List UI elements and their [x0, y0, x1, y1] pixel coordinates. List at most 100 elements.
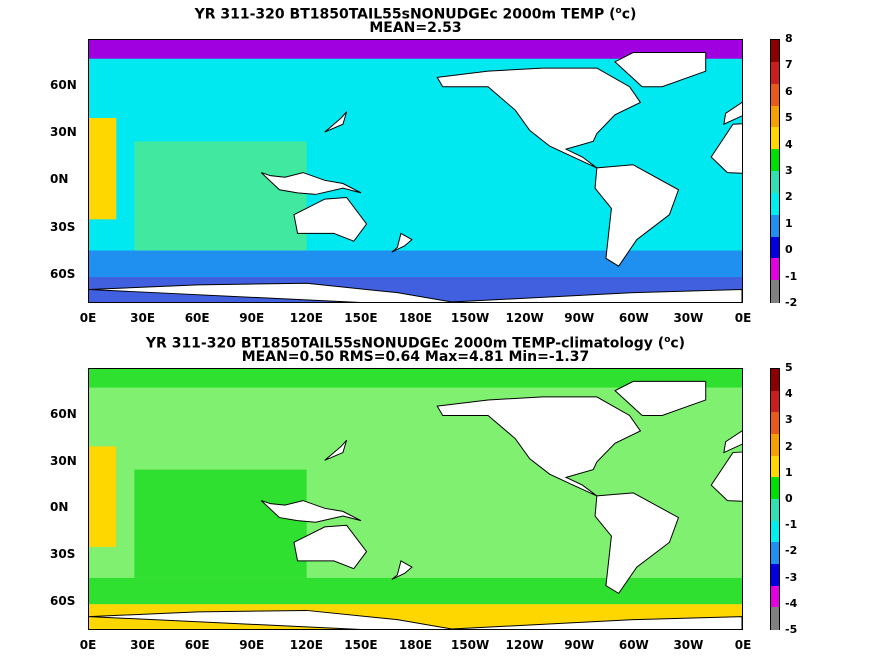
colorbar-swatch	[771, 499, 779, 522]
colorbar-swatch	[771, 434, 779, 457]
x-tick-label: 150W	[450, 311, 490, 325]
land-australia	[293, 524, 368, 570]
x-tick-label: 150E	[344, 638, 378, 652]
colorbar-swatch	[771, 192, 779, 216]
panel1-stats: MEAN=2.53	[369, 20, 462, 36]
colorbar-tick-label: -3	[785, 570, 798, 584]
colorbar-swatch	[771, 455, 779, 479]
colorbar-tick-label: -4	[785, 596, 798, 610]
colorbar-swatch	[771, 214, 779, 238]
colorbar-tick-label: -1	[785, 269, 798, 283]
colorbar-tick-label: 1	[785, 465, 793, 479]
x-tick-label: 120E	[289, 638, 323, 652]
x-tick-label: 90E	[239, 638, 265, 652]
x-tick-label: 120E	[289, 311, 323, 325]
colorbar-swatch	[771, 585, 779, 609]
y-tick-label: 30S	[50, 219, 76, 234]
x-tick-label: 120W	[505, 638, 544, 652]
land-japan	[324, 439, 348, 461]
x-tick-label: 60E	[184, 311, 210, 325]
ocean-southern	[89, 250, 742, 278]
colorbar-swatch	[771, 61, 779, 85]
x-tick-label: 90E	[239, 311, 265, 325]
colorbar-swatch	[771, 236, 779, 260]
colorbar-tick-label: 6	[785, 84, 793, 98]
colorbar-swatch	[771, 477, 779, 501]
ocean-atlantic-east	[89, 446, 117, 547]
colorbar-tick-label: 2	[785, 190, 793, 204]
y-tick-label: 60S	[50, 266, 76, 281]
colorbar-swatch	[771, 127, 779, 151]
colorbar-swatch	[771, 105, 779, 129]
x-tick-label: 0E	[79, 311, 97, 325]
land-samerica	[594, 164, 680, 267]
colorbar-swatch	[771, 280, 779, 304]
land-africa	[710, 123, 742, 174]
land-antarctica	[89, 609, 742, 629]
ocean-indian	[134, 141, 307, 251]
colorbar-tick-label: 5	[785, 361, 793, 374]
colorbar-swatch	[771, 520, 779, 544]
colorbar-tick-label: 3	[785, 413, 793, 427]
x-tick-label: 180E	[398, 638, 433, 652]
colorbar-swatch	[771, 412, 779, 436]
x-tick-label: 90W	[564, 311, 595, 325]
land-greenland	[614, 52, 707, 88]
land-eurasia	[723, 101, 742, 126]
land-antarctica	[89, 282, 742, 302]
colorbar-tick-label: 8	[785, 32, 793, 45]
colorbar-tick-label: -2	[785, 296, 798, 309]
colorbar-tick-label: 4	[785, 137, 793, 151]
x-tick-label: 150E	[344, 311, 378, 325]
colorbar-tick-label: 0	[785, 492, 793, 505]
colorbar-swatch	[771, 369, 779, 392]
colorbar-tick-label: 4	[785, 387, 793, 401]
ocean-indian	[134, 469, 307, 578]
ocean-atlantic-east	[89, 117, 117, 220]
land-greenland	[614, 380, 707, 416]
x-tick-label: 60E	[184, 638, 210, 652]
y-tick-label: 60N	[50, 78, 77, 93]
colorbar-tick-label: 5	[785, 111, 793, 125]
land-indonesia	[260, 500, 362, 523]
colorbar-tick-label: 2	[785, 439, 793, 453]
x-tick-label: 120W	[505, 311, 544, 325]
land-eurasia	[723, 430, 742, 454]
x-tick-label: 60W	[618, 311, 649, 325]
x-tick-label: 150W	[450, 638, 490, 652]
x-tick-label: 180E	[398, 311, 433, 325]
land-indonesia	[260, 172, 362, 195]
colorbar-swatch	[771, 83, 779, 107]
colorbar-tick-label: -5	[785, 623, 798, 636]
land-namerica	[436, 67, 642, 169]
y-tick-label: 0N	[50, 500, 69, 515]
x-tick-label: 0E	[734, 638, 752, 652]
panel2-map	[88, 368, 743, 630]
x-tick-label: 60W	[618, 638, 649, 652]
panel1-map	[88, 39, 743, 303]
colorbar-swatch	[771, 542, 779, 566]
land-nz	[391, 560, 413, 580]
panel2-title: YR 311-320 BT1850TAIL55sNONUDGEc 2000m T…	[145, 335, 686, 352]
land-africa	[710, 451, 742, 502]
panel2-stats: MEAN=0.50 RMS=0.64 Max=4.81 Min=-1.37	[241, 349, 590, 365]
colorbar-swatch	[771, 40, 779, 64]
colorbar-swatch	[771, 607, 779, 631]
x-tick-label: 90W	[564, 638, 595, 652]
x-tick-label: 0E	[79, 638, 97, 652]
colorbar-tick-label: -1	[785, 518, 798, 532]
land-namerica	[436, 396, 642, 497]
colorbar-swatch	[771, 258, 779, 282]
y-tick-label: 30N	[50, 125, 77, 140]
colorbar-tick-label: 3	[785, 164, 793, 177]
ocean-southern	[89, 577, 742, 605]
x-tick-label: 30E	[130, 311, 156, 325]
y-tick-label: 0N	[50, 172, 69, 187]
land-australia	[293, 196, 368, 242]
panel2-colorbar	[770, 368, 780, 631]
ocean-arctic	[89, 40, 742, 59]
y-tick-label: 30S	[50, 547, 76, 562]
panel1-title: YR 311-320 BT1850TAIL55sNONUDGEc 2000m T…	[194, 6, 637, 23]
land-samerica	[594, 492, 680, 595]
x-tick-label: 0E	[734, 311, 752, 325]
